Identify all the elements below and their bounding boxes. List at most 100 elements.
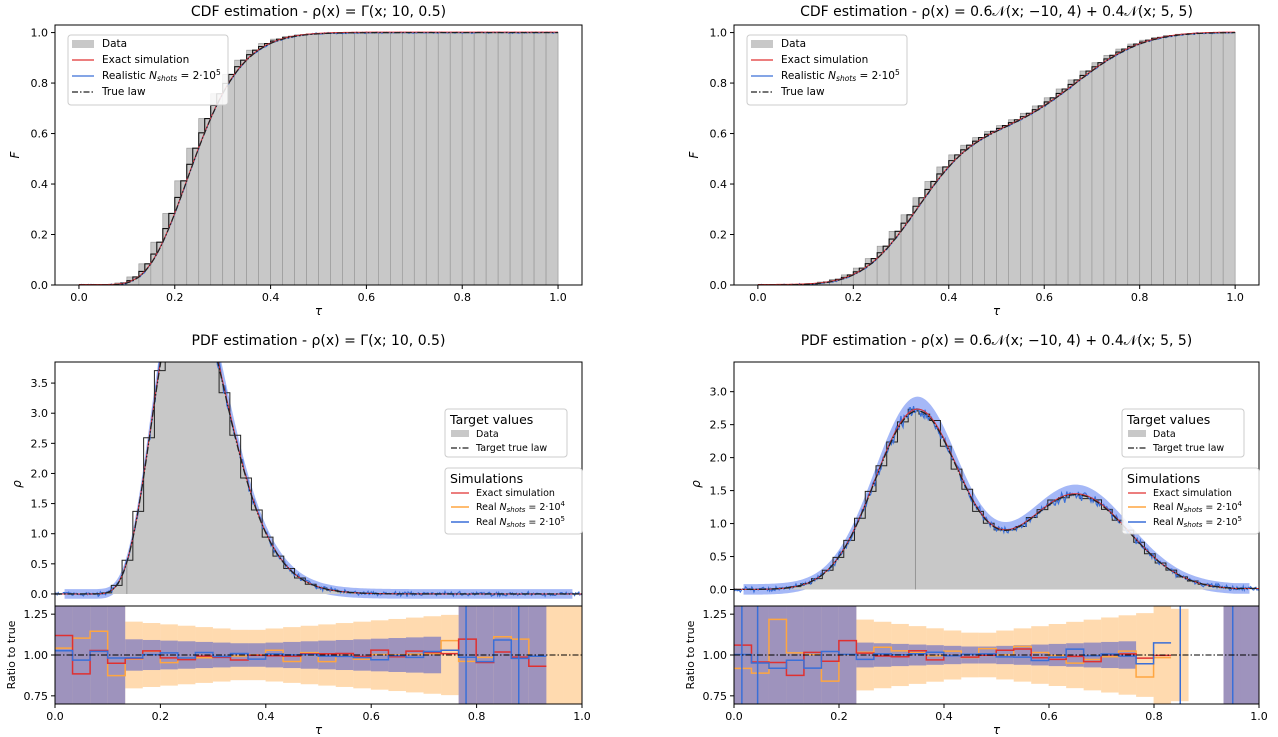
legend-label-real-2e4: Real Nshots = 2·104	[476, 500, 566, 514]
x-tick-label: 1.0	[549, 291, 567, 304]
legend-box	[1121, 467, 1260, 535]
data-bar	[972, 137, 985, 285]
x-tick-label: 0.2	[152, 710, 170, 723]
plot-area	[757, 31, 1236, 285]
y-tick-label: 0.6	[710, 128, 728, 141]
legend-label-data: Data	[476, 429, 499, 440]
x-tick-label: 0.2	[830, 710, 848, 723]
data-bar	[1198, 32, 1212, 285]
orange-band-bin	[546, 606, 564, 704]
data-bar	[497, 32, 511, 285]
data-bar	[258, 43, 271, 285]
y-tick-label: 0.75	[24, 690, 49, 703]
y-tick-label: 0.2	[31, 229, 49, 242]
y-tick-label: 2.5	[31, 437, 49, 450]
data-bar	[366, 32, 379, 285]
data-bar	[545, 32, 559, 285]
x-axis-label: τ	[993, 723, 1001, 737]
legend-label-exact: Exact simulation	[781, 54, 868, 66]
data-bar	[282, 36, 295, 285]
legend-target: Target values Data Target true law	[1121, 408, 1245, 458]
chart-title: CDF estimation - ρ(x) = Γ(x; 10, 0.5)	[191, 4, 446, 20]
legend-box	[746, 34, 908, 106]
x-tick-label: 0.0	[725, 710, 743, 723]
data-bar	[936, 166, 950, 285]
y-tick-label: 1.25	[24, 608, 49, 621]
purple-band-bin	[90, 606, 108, 704]
y-axis-label: ρ	[10, 480, 24, 488]
legend-swatch-data	[72, 40, 94, 48]
data-bar	[948, 154, 962, 285]
y-tick-label: 0.0	[710, 279, 728, 292]
data-bar	[533, 32, 547, 285]
data-bar	[1163, 35, 1176, 285]
data-bar	[1091, 62, 1105, 285]
y-tick-label: 1.0	[31, 27, 49, 40]
data-bar	[1127, 43, 1141, 285]
data-bar	[318, 32, 331, 285]
y-tick-label: 1.0	[31, 528, 49, 541]
x-axis-label: τ	[993, 304, 1001, 318]
data-bar	[1031, 105, 1045, 285]
data-bar	[449, 32, 463, 285]
legend-box	[1121, 408, 1245, 458]
data-bar	[234, 59, 247, 285]
y-tick-label: 1.5	[710, 485, 728, 498]
legend-box	[444, 467, 583, 535]
legend-title-simulations: Simulations	[1127, 471, 1200, 486]
x-tick-label: 0.8	[468, 710, 486, 723]
data-bar	[342, 32, 355, 285]
data-bar	[1043, 97, 1057, 285]
x-tick-label: 1.0	[573, 710, 591, 723]
data-bar	[1151, 37, 1164, 285]
plot-area	[734, 606, 1259, 704]
y-tick-label: 0.4	[31, 178, 49, 191]
purple-band-bin	[1240, 606, 1259, 704]
data-bar	[485, 32, 499, 285]
data-area	[78, 362, 559, 594]
x-tick-label: 0.2	[166, 291, 184, 304]
y-axis-label: F	[8, 150, 22, 158]
data-bar	[1055, 88, 1069, 285]
data-bar	[1115, 48, 1129, 285]
y-axis-label: ρ	[689, 480, 703, 488]
legend-label-exact: Exact simulation	[102, 54, 189, 66]
true-law-line	[757, 31, 1236, 285]
legend-swatch-data	[451, 430, 469, 437]
x-tick-label: 0.6	[1040, 710, 1058, 723]
x-axis-label: τ	[315, 304, 323, 318]
legend-label-realistic: Realistic Nshots = 2·105	[781, 68, 900, 83]
exact-simulation-steps	[757, 408, 1242, 591]
data-bar	[1067, 79, 1081, 285]
data-bar	[425, 32, 439, 285]
data-bar	[270, 38, 283, 285]
legend-label-data: Data	[1153, 429, 1176, 440]
y-axis-label: F	[687, 150, 701, 158]
y-tick-label: 0.2	[710, 229, 728, 242]
legend-label-real-2e5: Real Nshots = 2·105	[1153, 515, 1242, 529]
y-tick-label: 1.0	[710, 518, 728, 531]
data-bar	[378, 32, 391, 285]
legend-label-target-true-law: Target true law	[475, 443, 547, 454]
y-tick-label: 1.00	[24, 649, 49, 662]
legend-title-target: Target values	[1126, 412, 1210, 427]
data-bar	[509, 32, 523, 285]
x-tick-label: 1.0	[1226, 291, 1244, 304]
chart-title: CDF estimation - ρ(x) = 0.6𝒩(x; −10, 4) …	[800, 4, 1193, 20]
purple-band-bin	[493, 606, 512, 704]
x-tick-label: 0.2	[845, 291, 863, 304]
x-tick-label: 0.8	[1131, 291, 1149, 304]
pdf-panel: PDF estimation - ρ(x) = Γ(x; 10, 0.5) 0.0…	[10, 333, 583, 607]
legend: Data Exact simulation Realistic Nshots = 2…	[746, 34, 908, 106]
purple-band-bin	[511, 606, 529, 704]
legend-box	[444, 408, 568, 458]
purple-band-bin	[195, 641, 213, 669]
data-bar	[900, 214, 914, 285]
purple-band-bin	[125, 639, 143, 671]
true-law-line	[78, 31, 559, 285]
data-bar	[960, 144, 973, 285]
y-tick-label: 0.8	[31, 77, 49, 90]
x-tick-label: 0.8	[1145, 710, 1163, 723]
